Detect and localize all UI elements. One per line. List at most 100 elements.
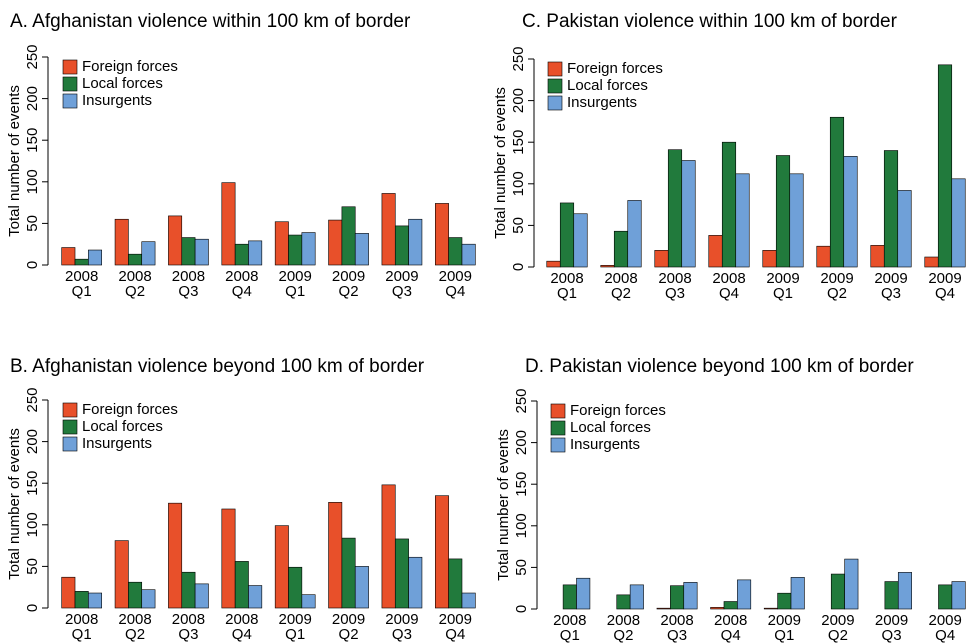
- bar: [629, 584, 644, 610]
- x-tick-label: 2009 Q3: [874, 270, 908, 302]
- legend-swatch: [62, 93, 78, 109]
- x-tick-label: 2008 Q1: [65, 268, 99, 300]
- bar: [562, 584, 577, 610]
- bar: [194, 583, 209, 609]
- y-axis-label: Total number of events: [495, 429, 512, 581]
- bar: [762, 250, 777, 268]
- bar: [897, 572, 912, 610]
- bar: [667, 149, 683, 268]
- x-tick-label: 2009 Q2: [331, 611, 366, 643]
- bar: [763, 607, 778, 610]
- legend-label: Foreign forces: [82, 58, 178, 75]
- legend-label: Insurgents: [82, 435, 152, 452]
- bar: [274, 525, 289, 609]
- bar: [897, 190, 912, 268]
- bar: [884, 581, 899, 610]
- legend-label: Foreign forces: [567, 60, 663, 77]
- bar: [789, 173, 804, 268]
- bar: [61, 247, 76, 266]
- x-tick-label: 2009 Q1: [278, 611, 312, 643]
- chart-title: A. Afghanistan violence within 100 km of…: [10, 11, 411, 32]
- x-tick-label: 2009 Q4: [928, 270, 962, 302]
- y-tick-label: 200: [24, 86, 41, 111]
- bar: [656, 607, 671, 610]
- x-tick-label: 2008 Q3: [660, 612, 694, 643]
- x-tick-label: 2009 Q3: [874, 612, 909, 643]
- bar: [288, 234, 303, 266]
- chart-title: B. Afghanistan violence beyond 100 km of…: [10, 356, 425, 377]
- y-tick-label: 150: [24, 128, 41, 153]
- legend-label: Local forces: [567, 77, 648, 94]
- bar: [461, 592, 476, 609]
- y-tick-label: 250: [24, 387, 41, 412]
- x-tick-label: 2008 Q4: [714, 612, 748, 643]
- bar: [221, 182, 236, 266]
- y-tick-label: 100: [513, 513, 530, 538]
- bar: [448, 237, 463, 266]
- x-tick-label: 2009 Q3: [385, 268, 419, 300]
- bar: [777, 592, 792, 610]
- x-tick-label: 2009 Q2: [821, 612, 855, 643]
- legend-label: Insurgents: [570, 436, 640, 453]
- bar: [88, 592, 103, 609]
- x-tick-label: 2009 Q4: [928, 612, 962, 643]
- legend-swatch: [62, 402, 78, 418]
- bar: [937, 64, 953, 268]
- bar: [74, 591, 89, 609]
- x-tick-label: 2009 Q4: [438, 268, 472, 300]
- legend-label: Local forces: [570, 419, 651, 436]
- bar: [710, 607, 725, 610]
- legend-swatch: [62, 59, 78, 75]
- bar: [181, 237, 196, 266]
- bar: [394, 225, 409, 266]
- bar: [234, 561, 249, 609]
- y-tick-label: 0: [24, 604, 41, 612]
- bar: [654, 250, 669, 268]
- legend-swatch: [62, 419, 78, 435]
- x-tick-label: 2008 Q3: [171, 268, 206, 300]
- legend-label: Foreign forces: [570, 402, 666, 419]
- bar: [301, 594, 316, 609]
- bar: [408, 218, 423, 266]
- bar: [234, 243, 249, 266]
- bar: [816, 245, 831, 268]
- bar: [576, 577, 591, 610]
- bar: [181, 571, 196, 609]
- bar: [381, 193, 396, 266]
- bar: [434, 203, 449, 266]
- y-tick-label: 50: [510, 217, 527, 234]
- x-tick-label: 2008 Q4: [225, 611, 259, 643]
- bar: [288, 566, 303, 609]
- x-tick-label: 2008 Q1: [553, 612, 587, 643]
- bar: [546, 260, 561, 268]
- x-tick-label: 2008 Q4: [225, 268, 259, 300]
- bar: [341, 206, 356, 266]
- y-tick-label: 100: [510, 171, 527, 196]
- bar: [775, 155, 791, 268]
- x-tick-label: 2009 Q3: [385, 611, 419, 643]
- y-tick-label: 50: [24, 215, 41, 232]
- y-tick-label: 250: [510, 46, 527, 71]
- bar: [448, 558, 463, 609]
- bar: [221, 508, 236, 609]
- legend-swatch: [550, 403, 566, 419]
- bar: [248, 585, 263, 609]
- legend-label: Local forces: [82, 75, 163, 92]
- x-tick-label: 2009 Q1: [767, 612, 801, 643]
- legend-label: Local forces: [82, 418, 163, 435]
- legend-swatch: [62, 76, 78, 92]
- bar: [670, 585, 685, 610]
- legend-swatch: [62, 436, 78, 452]
- bar: [723, 601, 738, 610]
- legend-swatch: [547, 61, 563, 77]
- bar: [870, 245, 885, 268]
- bar: [573, 213, 588, 268]
- y-tick-label: 150: [513, 472, 530, 497]
- bar: [88, 249, 103, 266]
- bar: [194, 238, 209, 266]
- bar: [616, 594, 631, 610]
- x-tick-label: 2008 Q4: [712, 270, 746, 302]
- bar: [434, 495, 449, 609]
- y-tick-label: 100: [24, 512, 41, 537]
